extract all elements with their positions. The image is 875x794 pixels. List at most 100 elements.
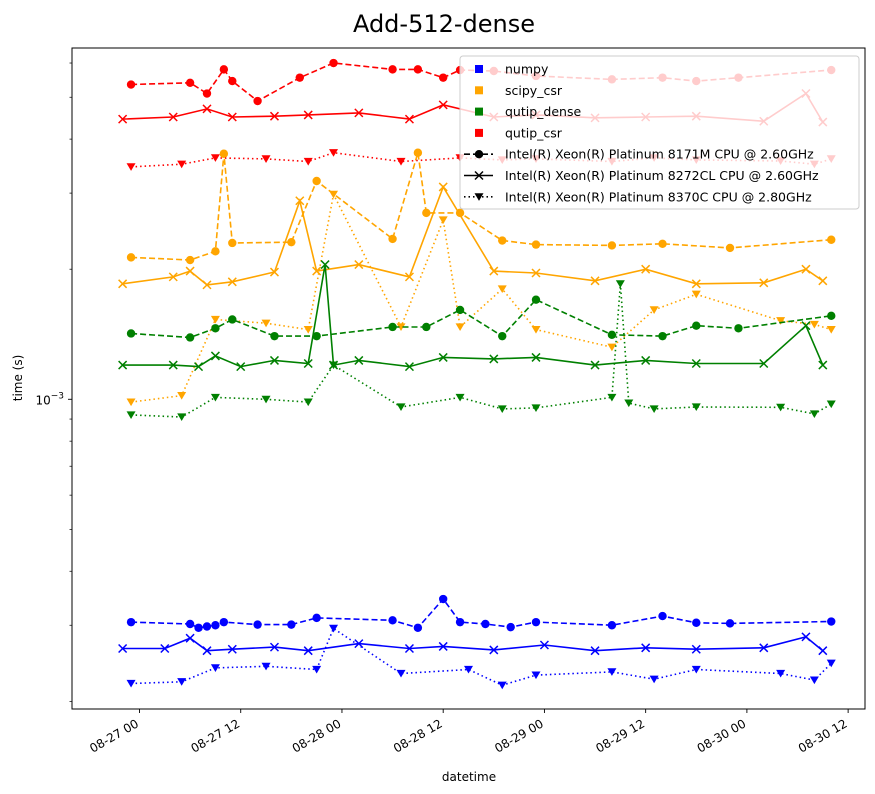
data-point bbox=[287, 237, 296, 247]
series-numpy-8171M bbox=[126, 594, 836, 632]
legend-frame bbox=[459, 55, 860, 210]
data-point bbox=[202, 104, 212, 114]
data-point bbox=[481, 619, 490, 629]
data-point bbox=[422, 208, 431, 218]
data-point bbox=[185, 619, 195, 629]
data-point bbox=[801, 321, 811, 331]
legend-entry: Intel(R) Xeon(R) Platinum 8272CL CPU @ 2… bbox=[464, 168, 819, 183]
x-tick-label: 08-27 12 bbox=[188, 716, 242, 755]
y-tick-label: 10−3 bbox=[35, 391, 64, 407]
data-point bbox=[759, 358, 769, 369]
data-point bbox=[329, 190, 339, 199]
data-point bbox=[303, 110, 313, 120]
legend-swatch bbox=[475, 65, 483, 73]
legend-label: Intel(R) Xeon(R) Platinum 8370C CPU @ 2.… bbox=[505, 189, 812, 204]
data-point bbox=[227, 112, 237, 122]
series-line bbox=[131, 283, 832, 418]
data-point bbox=[388, 616, 397, 625]
data-point bbox=[303, 646, 313, 656]
data-point bbox=[228, 238, 237, 248]
data-point bbox=[498, 236, 507, 245]
data-point bbox=[126, 617, 136, 627]
data-point bbox=[227, 644, 237, 654]
data-point bbox=[438, 352, 448, 362]
data-point bbox=[236, 362, 246, 372]
data-point bbox=[607, 393, 617, 402]
data-point bbox=[329, 361, 339, 370]
data-point bbox=[489, 354, 499, 364]
series-line bbox=[131, 152, 832, 261]
data-point bbox=[649, 675, 659, 684]
x-tick-label: 08-29 00 bbox=[492, 716, 546, 755]
data-point bbox=[438, 216, 448, 225]
data-point bbox=[168, 112, 178, 122]
data-point bbox=[725, 243, 735, 253]
y-axis: 10−3 bbox=[35, 62, 72, 702]
data-point bbox=[118, 114, 128, 124]
data-point bbox=[827, 235, 836, 244]
data-point bbox=[531, 404, 541, 412]
data-point bbox=[826, 659, 836, 668]
data-point bbox=[455, 305, 465, 315]
data-point bbox=[177, 678, 187, 686]
data-point bbox=[126, 163, 136, 171]
data-point bbox=[185, 255, 195, 265]
data-point bbox=[809, 320, 819, 329]
data-point bbox=[658, 611, 667, 621]
data-point bbox=[388, 65, 397, 74]
data-point bbox=[396, 157, 406, 166]
data-point bbox=[269, 111, 279, 121]
data-point bbox=[691, 279, 701, 289]
data-point bbox=[194, 623, 203, 632]
data-point bbox=[210, 351, 220, 361]
data-point bbox=[211, 621, 220, 630]
data-point bbox=[438, 73, 448, 82]
data-point bbox=[404, 362, 414, 372]
data-point bbox=[168, 272, 178, 282]
series-numpy-8272CL bbox=[118, 632, 828, 656]
data-point bbox=[607, 330, 617, 340]
legend-entry: Intel(R) Xeon(R) Platinum 8171M CPU @ 2.… bbox=[464, 147, 814, 162]
data-point bbox=[489, 645, 499, 655]
data-point bbox=[210, 664, 220, 672]
data-point bbox=[818, 646, 828, 656]
data-point bbox=[497, 681, 507, 690]
data-point bbox=[269, 267, 279, 277]
data-point bbox=[261, 662, 271, 671]
data-point bbox=[202, 280, 212, 290]
data-point bbox=[497, 285, 507, 294]
data-point bbox=[210, 393, 220, 402]
data-point bbox=[219, 65, 229, 74]
data-point bbox=[691, 644, 701, 654]
data-point bbox=[126, 80, 136, 89]
data-point bbox=[118, 360, 128, 370]
data-point bbox=[590, 646, 600, 656]
data-point bbox=[404, 272, 414, 282]
data-point bbox=[641, 264, 651, 274]
data-point bbox=[228, 315, 237, 324]
legend-entry: scipy_csr bbox=[475, 83, 563, 98]
legend-entry: Intel(R) Xeon(R) Platinum 8370C CPU @ 2.… bbox=[464, 189, 812, 204]
data-point bbox=[329, 58, 338, 68]
data-point bbox=[118, 643, 128, 654]
data-point bbox=[776, 669, 786, 678]
data-point bbox=[692, 321, 701, 330]
series-qutip_dense-8272CL bbox=[118, 260, 828, 372]
data-point bbox=[210, 315, 220, 324]
data-point bbox=[303, 398, 313, 407]
series-line bbox=[131, 627, 832, 687]
data-point bbox=[826, 325, 836, 334]
data-point bbox=[455, 393, 465, 402]
data-point bbox=[303, 157, 313, 166]
data-point bbox=[438, 594, 448, 604]
data-point bbox=[624, 399, 634, 408]
data-point bbox=[531, 295, 541, 304]
data-point bbox=[734, 324, 743, 333]
data-point bbox=[497, 405, 507, 413]
legend-label: numpy bbox=[505, 62, 549, 77]
legend-swatch bbox=[475, 86, 483, 95]
data-point bbox=[539, 640, 549, 650]
data-point bbox=[818, 276, 828, 286]
data-point bbox=[607, 621, 617, 630]
